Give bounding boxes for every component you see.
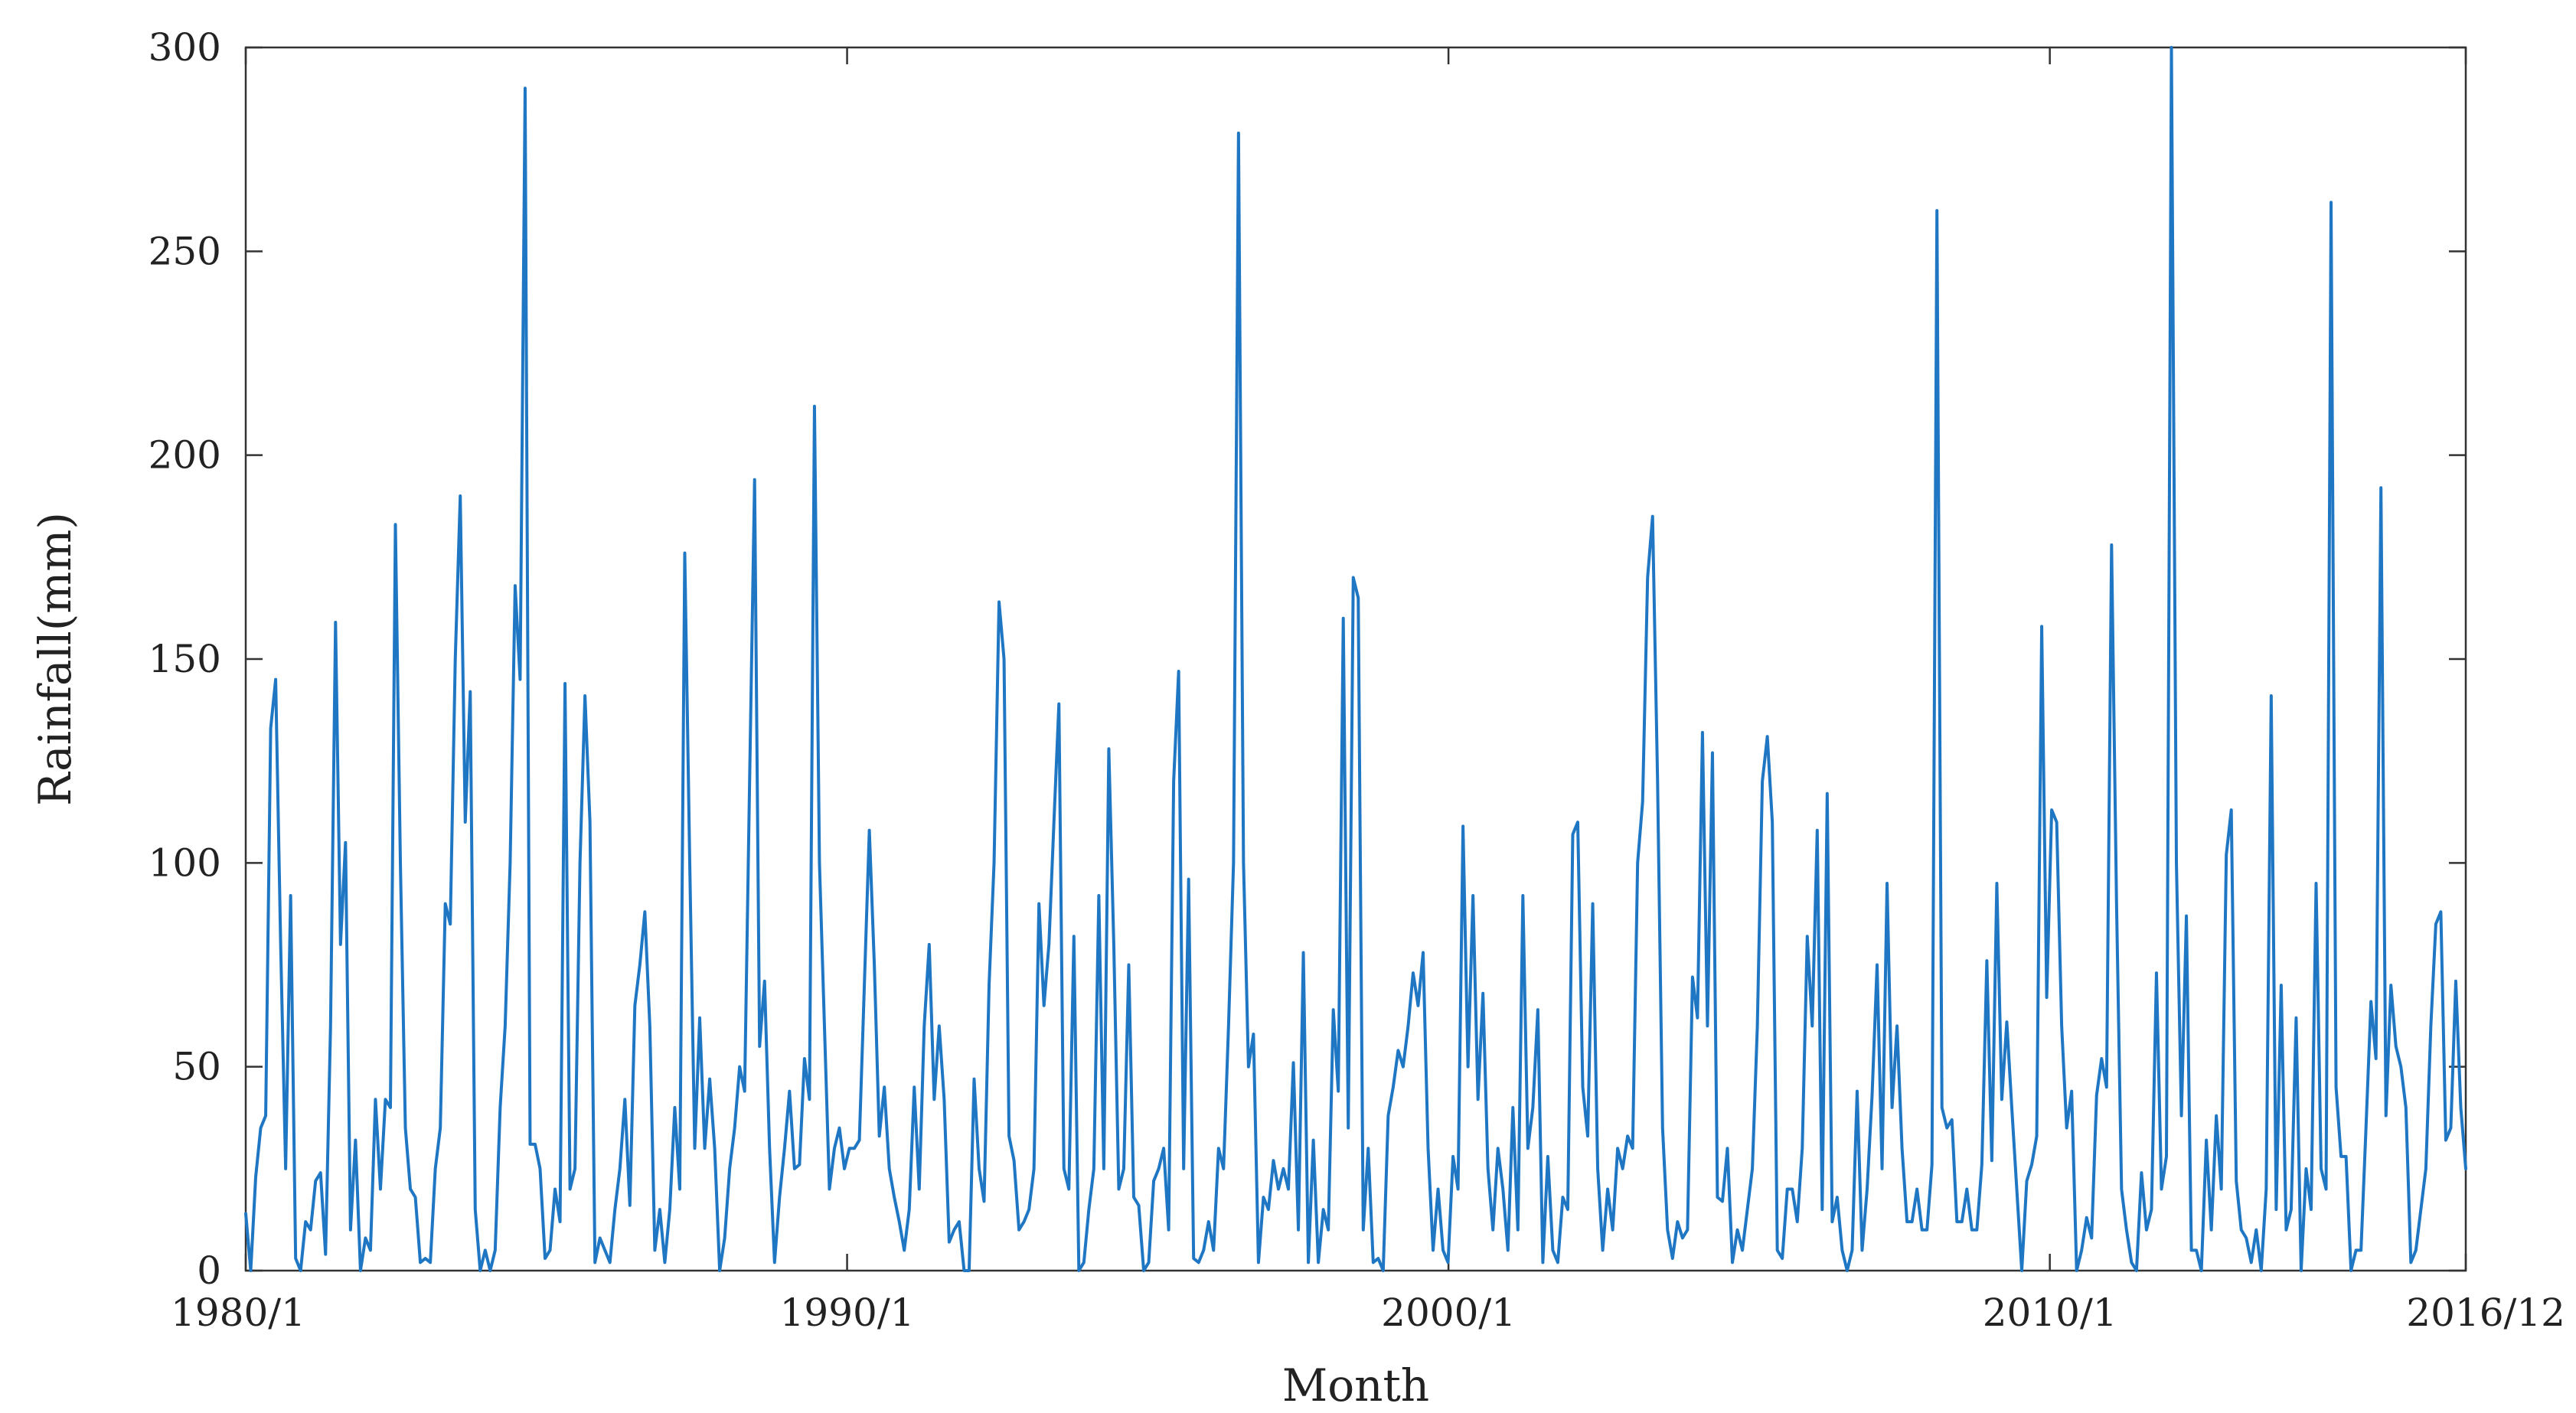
- y-tick-label: 300: [149, 25, 221, 70]
- y-axis-title: Rainfall(mm): [29, 512, 81, 806]
- y-tick-label: 100: [149, 840, 221, 885]
- plot-frame: [244, 46, 2467, 1272]
- y-tick-label: 150: [149, 637, 221, 681]
- y-tick-label: 200: [149, 433, 221, 478]
- series-layer: [244, 46, 2467, 1272]
- y-tick-label: 250: [149, 229, 221, 273]
- y-axis-ticks: 0 50 100 150 200 250 300: [149, 25, 2466, 1293]
- y-tick-label: 0: [197, 1248, 221, 1293]
- x-tick-label: 2000/1: [1381, 1291, 1516, 1335]
- x-axis-title: Month: [1282, 1359, 1429, 1411]
- x-tick-label: 2010/1: [1983, 1291, 2117, 1335]
- x-tick-label: 1990/1: [780, 1291, 915, 1335]
- y-tick-label: 50: [172, 1045, 221, 1089]
- rainfall-series-line: [244, 46, 2467, 1272]
- x-axis-ticks: 1980/1 1990/1 2000/1 2010/1 2016/12: [171, 47, 2565, 1335]
- x-tick-label: 1980/1: [171, 1291, 305, 1335]
- x-tick-label: 2016/12: [2406, 1291, 2565, 1335]
